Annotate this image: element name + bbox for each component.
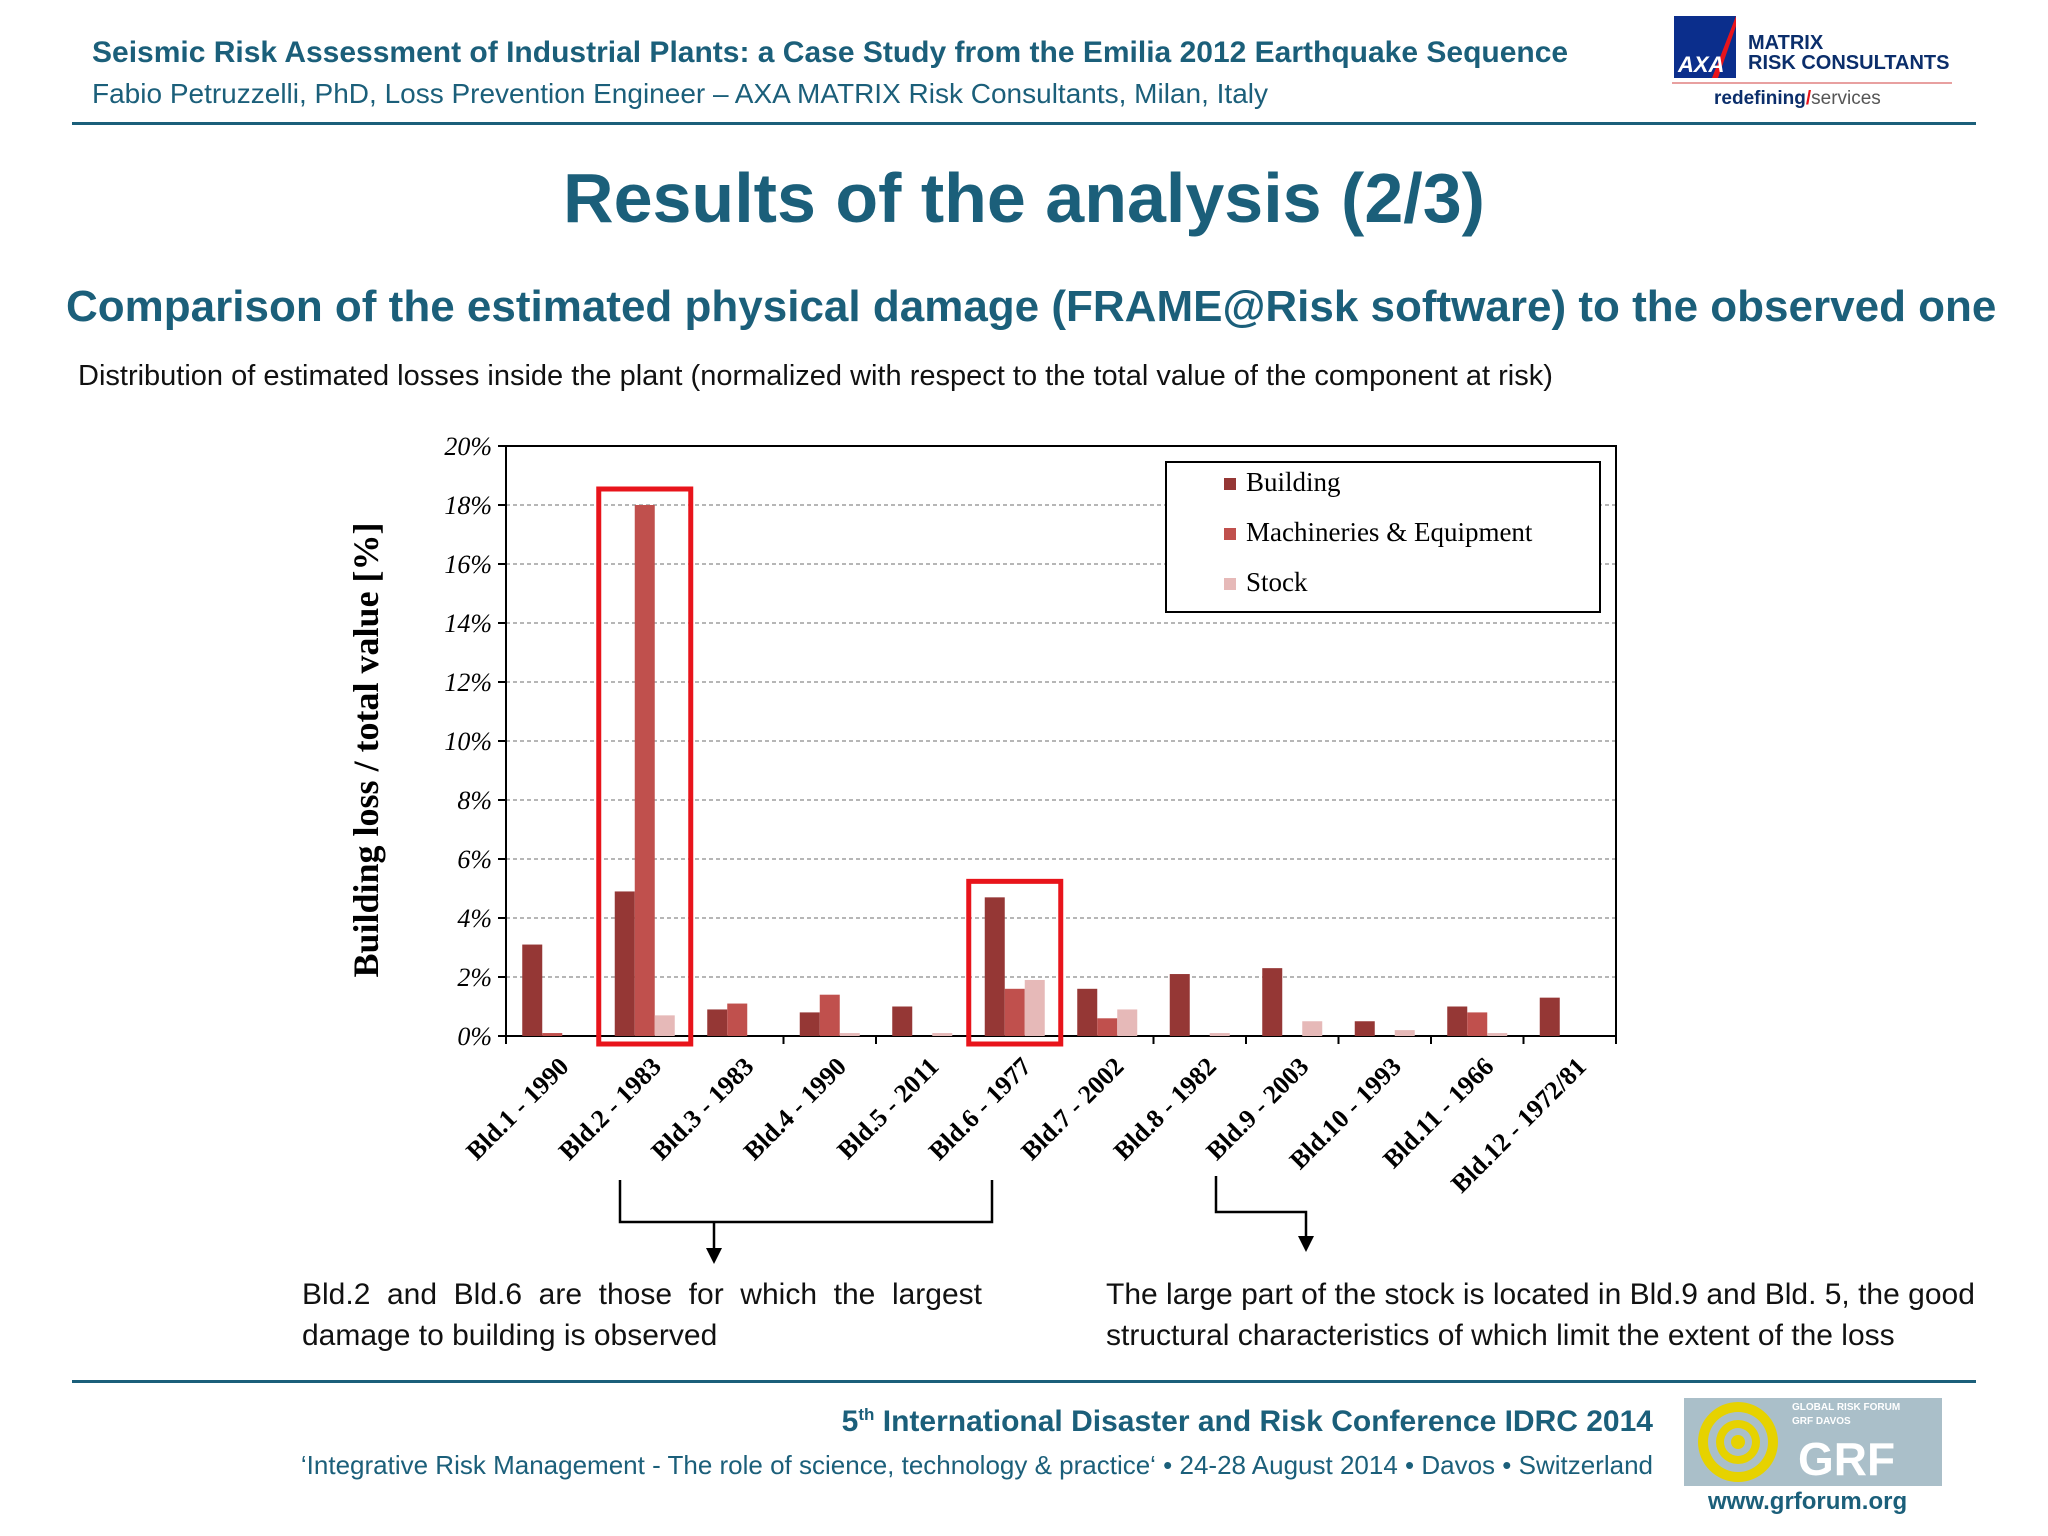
y-tick-label: 10% (444, 727, 492, 756)
bar-0-0 (522, 944, 543, 1036)
conference-sup: th (858, 1405, 875, 1424)
axa-brand: AXA (1678, 52, 1725, 77)
bar-2-6 (1117, 1009, 1138, 1036)
bar-1-0 (542, 1033, 563, 1036)
bar-2-1 (654, 1015, 675, 1036)
bar-2-9 (1394, 1030, 1415, 1036)
section-title: Comparison of the estimated physical dam… (66, 282, 1997, 331)
y-axis-label: Building loss / total value [%] (346, 522, 386, 977)
y-tick-label: 2% (457, 963, 492, 992)
legend-items: Building Machineries & Equipment Stock (1224, 467, 1533, 597)
slide-title: Results of the analysis (2/3) (563, 159, 1485, 237)
bar-2-3 (839, 1033, 860, 1036)
y-tick-label: 16% (444, 550, 492, 579)
bar-0-3 (799, 1012, 820, 1036)
arrowhead-left-icon (706, 1248, 722, 1264)
bar-1-2 (727, 1003, 748, 1036)
bracket-bld9 (1214, 1176, 1308, 1238)
bar-0-10 (1447, 1006, 1468, 1036)
chart-legend: Building Machineries & Equipment Stock (1165, 461, 1601, 613)
grf-website-link[interactable]: www.grforum.org (1708, 1488, 1908, 1515)
y-tick-label: 0% (457, 1022, 492, 1051)
legend-swatch (1224, 578, 1236, 590)
highlight-box (966, 878, 1064, 1047)
conference-rest: International Disaster and Risk Conferen… (874, 1405, 1653, 1438)
grf-line2: GRF DAVOS (1792, 1416, 1851, 1427)
grf-mark: GRF (1798, 1433, 1896, 1485)
legend-swatch (1224, 478, 1236, 490)
legend-label: Building (1246, 467, 1341, 497)
bars-layer (522, 505, 1560, 1036)
conference-prefix: 5 (841, 1405, 859, 1438)
conference-name: 5th International Disaster and Risk Conf… (842, 1405, 1653, 1439)
bar-0-5 (984, 897, 1005, 1036)
axa-slash-icon (1712, 16, 1736, 78)
bar-0-4 (892, 1006, 913, 1036)
bracket-bld2-bld6 (618, 1180, 994, 1250)
legend-box (1165, 461, 1601, 613)
conference-tagline: ‘Integrative Risk Management - The role … (300, 1450, 1653, 1480)
logo-tagline: redefining/services (1714, 88, 1881, 110)
y-tick-labels: 0% 2% 4% 6% 8% 10% 12% 14% 16% 18% 20% (444, 432, 492, 1051)
chart-description: Distribution of estimated losses inside … (78, 360, 1553, 392)
bar-2-7 (1209, 1033, 1230, 1036)
y-tick-label: 14% (444, 609, 492, 638)
header-divider (72, 122, 1976, 125)
bar-1-10 (1467, 1012, 1488, 1036)
bar-2-10 (1487, 1033, 1508, 1036)
legend-label: Machineries & Equipment (1246, 517, 1533, 547)
legend-label: Stock (1246, 567, 1308, 597)
bar-0-7 (1169, 974, 1190, 1036)
y-tick-label: 20% (444, 432, 492, 461)
y-tick-label: 6% (457, 845, 492, 874)
bar-2-8 (1302, 1021, 1323, 1036)
bar-0-11 (1539, 997, 1560, 1036)
highlight-layer (596, 486, 1064, 1047)
tagline-bold: redefining (1714, 88, 1806, 109)
bar-1-1 (634, 505, 655, 1036)
bar-0-6 (1077, 988, 1098, 1036)
y-tick-label: 4% (457, 904, 492, 933)
bar-0-2 (707, 1009, 728, 1036)
presentation-title: Seismic Risk Assessment of Industrial Pl… (92, 36, 1569, 69)
axa-matrix-logo: AXA MATRIX RISK CONSULTANTS redefining/s… (1672, 14, 1952, 114)
loss-distribution-chart: 0% 2% 4% 6% 8% 10% 12% 14% 16% 18% 20% Bld.1 - 199… (346, 432, 1617, 1264)
grf-spiral-icon (1698, 1402, 1778, 1482)
arrowhead-right-icon (1298, 1236, 1314, 1252)
legend-swatch (1224, 528, 1236, 540)
footer-divider (72, 1380, 1976, 1383)
y-tick-label: 18% (444, 491, 492, 520)
author-line: Fabio Petruzzelli, PhD, Loss Prevention … (92, 78, 1268, 109)
bar-1-5 (1004, 988, 1025, 1036)
note-right: The large part of the stock is located i… (1106, 1278, 1975, 1352)
bar-0-8 (1262, 968, 1283, 1036)
bar-1-6 (1097, 1018, 1118, 1036)
highlight-box (596, 486, 694, 1047)
note-left: Bld.2 and Bld.6 are those for which the … (302, 1278, 982, 1352)
grf-line1: GLOBAL RISK FORUM (1792, 1402, 1901, 1413)
bar-1-3 (819, 994, 840, 1036)
bar-2-4 (932, 1033, 953, 1036)
logo-line-matrix: MATRIX (1748, 32, 1824, 54)
logo-line-risk: RISK CONSULTANTS (1748, 52, 1950, 74)
y-tick-label: 8% (457, 786, 492, 815)
y-tick-label: 12% (444, 668, 492, 697)
tagline-slash: / (1805, 88, 1812, 109)
bar-0-9 (1354, 1021, 1375, 1036)
axa-logo-mark: AXA (1674, 16, 1736, 78)
tagline-light: services (1811, 88, 1881, 109)
bar-2-5 (1024, 979, 1045, 1036)
logo-divider (1672, 82, 1952, 84)
grf-logo: GLOBAL RISK FORUM GRF DAVOS GRF (1684, 1398, 1942, 1486)
bar-0-1 (614, 891, 635, 1036)
